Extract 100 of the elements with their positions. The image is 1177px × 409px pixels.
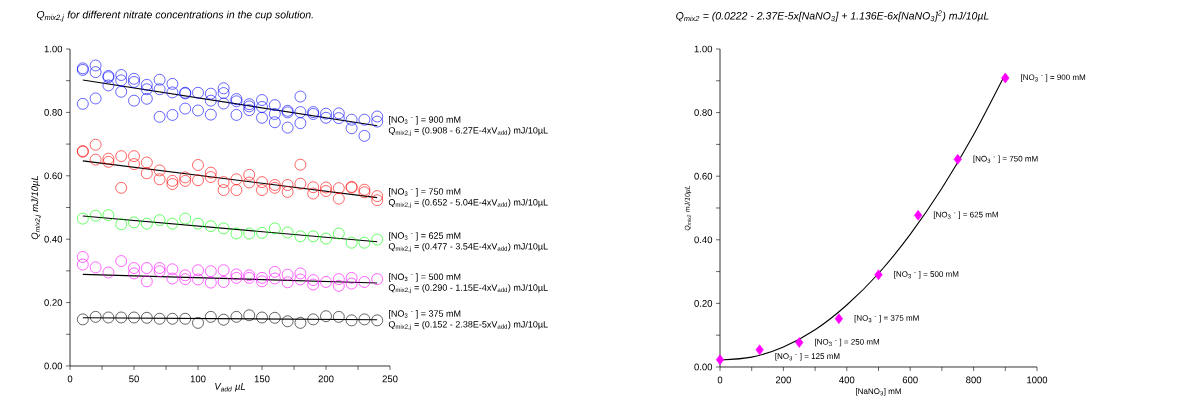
point <box>166 263 179 276</box>
y-tick-label: 1.00 <box>44 45 63 53</box>
annotation: [NO$_{3}$ $^{-}$ ] = 250 mM <box>815 338 880 347</box>
y-tick-label: 0.00 <box>694 363 713 371</box>
annotation: [NO$_{3}$ $^{-}$ ] = 625 mM <box>389 232 461 241</box>
point <box>179 273 192 285</box>
point <box>89 153 102 166</box>
point <box>141 156 153 169</box>
x-tick-label: 50 <box>129 375 139 383</box>
point <box>371 194 384 206</box>
point <box>179 212 192 225</box>
point <box>345 236 358 249</box>
point <box>217 276 230 288</box>
point <box>230 311 243 323</box>
point <box>269 266 281 278</box>
point <box>269 312 281 324</box>
y-tick-label: 0.20 <box>44 299 63 306</box>
point <box>128 262 140 274</box>
point <box>307 274 320 286</box>
annotation: Q$_{mix2,j}$ = (0.908 - 6.27E-4xV$_{add}$) mJ/10µL <box>388 126 548 136</box>
point <box>333 192 345 205</box>
x-tick-label: 150 <box>254 375 270 383</box>
point <box>281 315 294 328</box>
point <box>77 258 89 271</box>
point <box>141 275 153 288</box>
point <box>256 272 268 284</box>
point <box>217 313 230 326</box>
point <box>256 184 268 196</box>
point <box>243 227 256 240</box>
point <box>89 311 102 323</box>
point <box>141 217 153 230</box>
point <box>192 317 204 329</box>
point <box>953 154 962 165</box>
point <box>192 273 204 286</box>
point <box>89 209 102 222</box>
point <box>205 220 217 232</box>
point <box>77 212 89 225</box>
point <box>333 311 345 323</box>
point <box>256 275 268 288</box>
point <box>192 159 204 171</box>
point <box>345 314 358 327</box>
point <box>205 171 217 183</box>
point <box>307 230 320 243</box>
point <box>874 269 883 281</box>
point <box>128 216 140 229</box>
x-tick-label: 0 <box>717 376 723 384</box>
point <box>153 164 166 177</box>
point <box>307 187 320 200</box>
point <box>153 312 166 325</box>
point <box>192 174 204 187</box>
point <box>77 313 89 326</box>
y-tick-label: 0.00 <box>44 362 63 370</box>
x-tick-label: 200 <box>318 375 334 383</box>
annotation: [NO$_{3}$ $^{-}$ ] = 500 mM <box>389 273 461 282</box>
point <box>358 236 371 249</box>
point <box>230 173 243 186</box>
point <box>371 273 384 285</box>
y-tick-label: 0.40 <box>44 235 63 243</box>
point <box>294 273 307 286</box>
point <box>715 354 725 365</box>
point <box>243 176 256 189</box>
point <box>307 313 320 326</box>
annotation: [NO$_{3}$ $^{-}$ ] = 750 mM <box>973 155 1038 164</box>
y-tick-label: 0.60 <box>44 172 63 180</box>
point <box>217 222 230 235</box>
point <box>166 312 179 325</box>
point <box>115 150 128 162</box>
point <box>128 158 140 170</box>
x-tick-label: 200 <box>775 376 791 384</box>
point <box>102 209 115 221</box>
point <box>256 227 268 239</box>
x-tick-label: 400 <box>839 376 855 384</box>
point <box>192 264 204 277</box>
point <box>281 179 294 191</box>
point <box>269 222 281 235</box>
annotation: [NO$_{3}$ $^{-}$ ] = 900 mM <box>1021 74 1086 82</box>
point <box>294 230 307 243</box>
point <box>294 317 307 329</box>
point <box>230 268 243 281</box>
point <box>115 218 128 231</box>
annotation: [NO$_{3}$ $^{-}$ ] = 375 mM <box>389 310 461 319</box>
x-axis-title: V$_{add}$ µL <box>215 383 246 392</box>
point <box>166 272 179 285</box>
point <box>179 312 192 325</box>
point <box>834 313 843 324</box>
point <box>243 169 256 181</box>
point <box>115 255 128 267</box>
annotation: [NO$_{3}$ $^{-}$ ] = 900 mM <box>389 116 461 125</box>
point <box>217 184 230 196</box>
point <box>269 272 281 285</box>
point <box>320 276 332 288</box>
annotation: [NO$_{3}$ $^{-}$ ] = 125 mM <box>775 353 840 361</box>
point <box>307 278 320 291</box>
point <box>333 273 345 285</box>
point <box>320 181 332 194</box>
point <box>205 311 217 323</box>
point <box>1001 72 1010 84</box>
x-tick-label: 800 <box>966 376 982 384</box>
point <box>320 310 332 323</box>
chart-title: Q$_{mix2,j}$ for different nitrate concentrations in the cup solution. <box>36 10 313 22</box>
